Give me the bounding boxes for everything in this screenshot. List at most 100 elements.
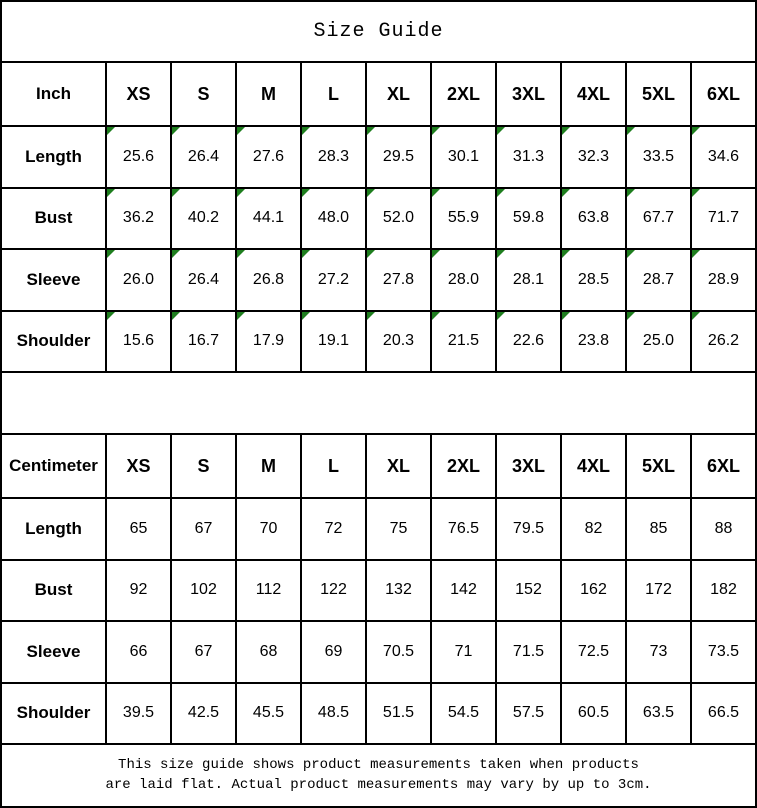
measurement-cell-text: 55.9	[447, 209, 480, 227]
row-label-cell: Length	[0, 125, 107, 189]
row-label-cell-text: Shoulder	[16, 703, 91, 723]
measurement-cell-text: 67	[194, 642, 213, 660]
comment-marker-triangle-icon	[693, 189, 700, 197]
comment-marker-triangle-icon	[108, 189, 115, 197]
comment-marker-triangle-icon	[628, 128, 635, 136]
page-title: Size Guide	[313, 20, 444, 43]
measurement-cell-text: 79.5	[512, 519, 545, 537]
measurement-cell-text: 76.5	[447, 519, 480, 537]
measurement-cell: 88	[690, 497, 757, 561]
comment-marker-triangle-icon	[368, 312, 375, 320]
measurement-cell-text: 132	[385, 581, 412, 599]
comment-marker-triangle-icon	[238, 189, 245, 197]
measurement-cell-text: 142	[450, 581, 477, 599]
measurement-cell-text: 45.5	[252, 704, 285, 722]
comment-marker-triangle-icon	[108, 312, 115, 320]
measurement-cell: 71.7	[690, 186, 757, 251]
centimeter-table: Centimeter XS S M L XL 2XL 3XL 4XL 5XL 6XL Length 65…	[0, 432, 757, 746]
comment-marker-triangle-icon	[433, 251, 440, 259]
measurement-cell: 132	[365, 558, 432, 623]
size-header-cell-text: L	[328, 455, 339, 476]
comment-marker-triangle-icon	[628, 251, 635, 259]
comment-marker-triangle-icon	[303, 251, 310, 259]
comment-marker-triangle-icon	[693, 251, 700, 259]
measurement-cell: 17.9	[235, 309, 302, 374]
measurement-cell: 66	[105, 620, 172, 684]
comment-marker-triangle-icon	[238, 312, 245, 320]
measurement-cell: 63.5	[625, 681, 692, 746]
size-header-cell: XL	[365, 432, 432, 500]
size-header-cell: S	[170, 60, 237, 128]
size-header-cell-text: 4XL	[576, 83, 610, 104]
measurement-cell: 26.4	[170, 125, 237, 189]
measurement-cell: 67	[170, 620, 237, 684]
measurement-cell-text: 57.5	[512, 704, 545, 722]
measurement-cell: 85	[625, 497, 692, 561]
measurement-cell-text: 44.1	[252, 209, 285, 227]
comment-marker-triangle-icon	[238, 251, 245, 259]
measurement-cell-text: 42.5	[187, 704, 220, 722]
size-header-cell-text: 4XL	[576, 455, 610, 476]
row-label-cell: Bust	[0, 186, 107, 251]
row-label-cell: Bust	[0, 558, 107, 623]
measurement-cell: 25.0	[625, 309, 692, 374]
measurement-cell-text: 29.5	[382, 147, 415, 165]
measurement-cell: 54.5	[430, 681, 497, 746]
measurement-cell: 48.5	[300, 681, 367, 746]
measurement-cell: 31.3	[495, 125, 562, 189]
measurement-cell-text: 34.6	[707, 147, 740, 165]
measurement-cell: 15.6	[105, 309, 172, 374]
measurement-cell-text: 66	[129, 642, 148, 660]
measurement-cell-text: 66.5	[707, 704, 740, 722]
comment-marker-triangle-icon	[563, 128, 570, 136]
measurement-cell: 42.5	[170, 681, 237, 746]
measurement-cell-text: 88	[714, 519, 733, 537]
measurement-cell: 51.5	[365, 681, 432, 746]
measurement-row: Length 65 67 70 72 75 76.5 79.5 82 85 88	[0, 497, 757, 561]
measurement-cell: 44.1	[235, 186, 302, 251]
measurement-cell: 172	[625, 558, 692, 623]
comment-marker-triangle-icon	[173, 189, 180, 197]
measurement-cell-text: 75	[389, 519, 408, 537]
measurement-cell: 92	[105, 558, 172, 623]
measurement-cell: 79.5	[495, 497, 562, 561]
measurement-cell: 102	[170, 558, 237, 623]
comment-marker-triangle-icon	[498, 251, 505, 259]
measurement-cell-text: 92	[129, 581, 148, 599]
measurement-cell: 142	[430, 558, 497, 623]
measurement-cell-text: 17.9	[252, 332, 285, 350]
measurement-cell: 48.0	[300, 186, 367, 251]
size-header-cell-text: XL	[386, 455, 410, 476]
measurement-cell: 59.8	[495, 186, 562, 251]
measurement-cell: 29.5	[365, 125, 432, 189]
measurement-cell: 182	[690, 558, 757, 623]
comment-marker-triangle-icon	[433, 128, 440, 136]
measurement-cell: 57.5	[495, 681, 562, 746]
measurement-cell-text: 172	[645, 581, 672, 599]
size-header-cell-text: 6XL	[706, 83, 740, 104]
measurement-cell: 27.6	[235, 125, 302, 189]
measurement-cell-text: 36.2	[122, 209, 155, 227]
comment-marker-triangle-icon	[433, 189, 440, 197]
measurement-cell-text: 59.8	[512, 209, 545, 227]
measurement-cell: 68	[235, 620, 302, 684]
measurement-cell: 16.7	[170, 309, 237, 374]
size-header-cell: L	[300, 60, 367, 128]
measurement-cell-text: 70.5	[382, 642, 415, 660]
measurement-cell-text: 60.5	[577, 704, 610, 722]
size-header-cell: 3XL	[495, 432, 562, 500]
comment-marker-triangle-icon	[108, 251, 115, 259]
measurement-cell: 66.5	[690, 681, 757, 746]
measurement-cell: 26.2	[690, 309, 757, 374]
row-label-cell: Sleeve	[0, 248, 107, 312]
measurement-cell-text: 16.7	[187, 332, 220, 350]
size-header-cell-text: 5XL	[641, 83, 675, 104]
measurement-cell: 67.7	[625, 186, 692, 251]
comment-marker-triangle-icon	[628, 312, 635, 320]
comment-marker-triangle-icon	[173, 312, 180, 320]
measurement-cell-text: 19.1	[317, 332, 350, 350]
measurement-cell: 112	[235, 558, 302, 623]
measurement-cell-text: 73	[649, 642, 668, 660]
row-label-cell-text: Shoulder	[16, 331, 91, 351]
